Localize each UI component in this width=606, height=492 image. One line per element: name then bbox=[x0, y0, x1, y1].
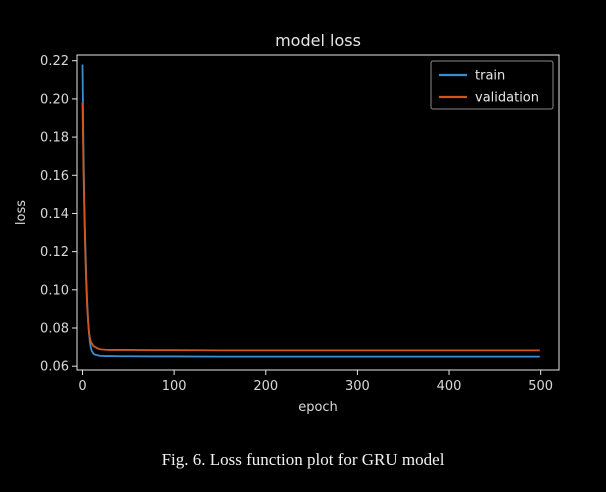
y-tick-label: 0.14 bbox=[40, 207, 69, 222]
plot-frame bbox=[76, 54, 560, 371]
x-tick-label: 100 bbox=[162, 379, 187, 394]
y-tick-label: 0.08 bbox=[40, 322, 69, 337]
y-tick-label: 0.22 bbox=[40, 54, 69, 69]
y-axis-label: loss bbox=[14, 200, 29, 225]
y-tick-label: 0.16 bbox=[40, 169, 69, 184]
y-tick-label: 0.20 bbox=[40, 92, 69, 107]
figure-caption: Fig. 6. Loss function plot for GRU model bbox=[161, 450, 445, 469]
y-tick-label: 0.10 bbox=[40, 283, 69, 298]
series-line-validation bbox=[81, 102, 540, 352]
legend-label-train: train bbox=[475, 69, 505, 84]
y-tick-label: 0.12 bbox=[40, 245, 69, 260]
legend-label-validation: validation bbox=[475, 91, 539, 106]
x-tick-label: 200 bbox=[253, 379, 278, 394]
loss-chart: model loss 0.06 0.08 0.10 0.12 0.14 0.16 0.18 0.… bbox=[14, 31, 560, 415]
y-tick-label: 0.06 bbox=[40, 360, 69, 375]
x-tick-label: 0 bbox=[78, 379, 86, 394]
x-tick-label: 500 bbox=[528, 379, 553, 394]
x-tick-label: 400 bbox=[437, 379, 462, 394]
x-tick-label: 300 bbox=[345, 379, 370, 394]
y-tick-label: 0.18 bbox=[40, 131, 69, 146]
x-axis-label: epoch bbox=[298, 400, 338, 415]
chart-title: model loss bbox=[275, 31, 361, 50]
